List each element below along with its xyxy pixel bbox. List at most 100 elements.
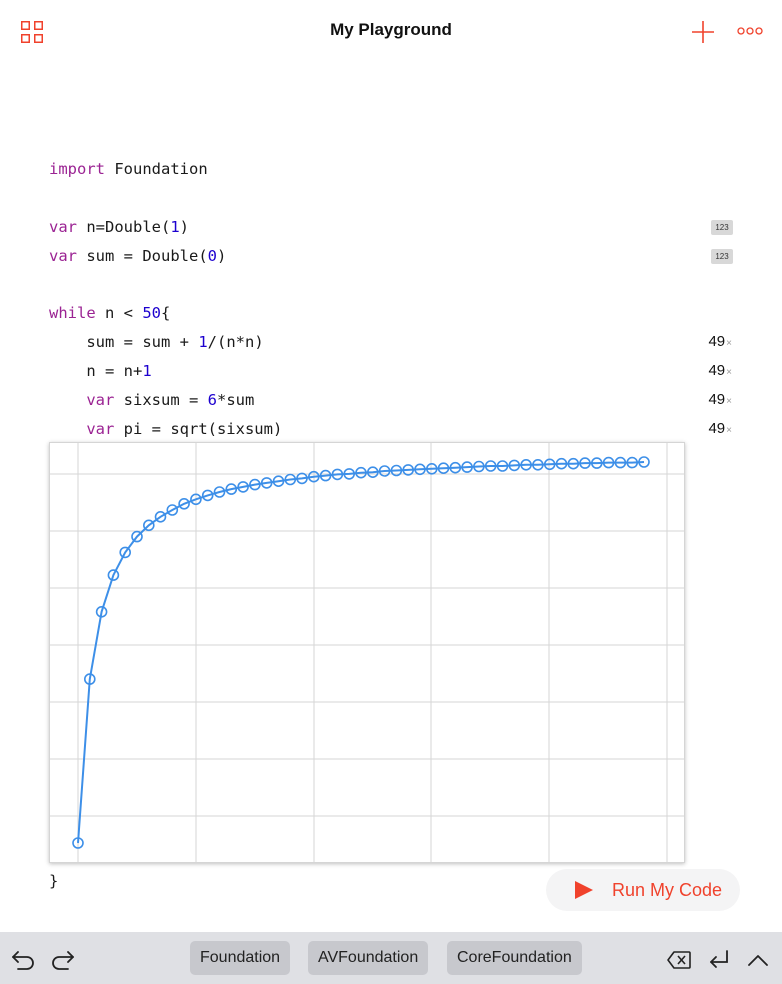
loop-count-value: 49 — [708, 362, 726, 379]
loop-count-value: 49 — [708, 420, 726, 437]
code-token: while — [49, 304, 96, 322]
code-line[interactable]: n = n+1 — [49, 360, 152, 382]
code-line[interactable]: var sum = Double(0) — [49, 245, 226, 267]
data-point — [390, 464, 403, 477]
data-point — [414, 463, 426, 476]
data-point — [484, 460, 497, 472]
code-token: n < — [95, 304, 143, 322]
data-point — [107, 569, 120, 581]
code-token: ) — [179, 218, 190, 236]
data-point — [590, 457, 603, 469]
code-token: n = n+ — [49, 362, 143, 380]
delete-icon[interactable] — [667, 951, 691, 969]
result-chart[interactable] — [49, 442, 685, 863]
code-token: import — [49, 160, 105, 178]
code-token: } — [49, 872, 59, 890]
data-point — [319, 469, 332, 482]
redo-icon[interactable] — [50, 950, 74, 970]
data-point — [331, 468, 344, 481]
loop-count[interactable]: 49× — [690, 360, 732, 382]
loop-count[interactable]: 49× — [690, 389, 732, 411]
code-token: 50 — [142, 304, 162, 322]
navigation-bar: My Playground — [0, 0, 782, 62]
loop-count[interactable]: 49× — [690, 331, 732, 353]
code-token: Foundation — [105, 160, 208, 178]
data-point — [425, 462, 438, 475]
data-point — [555, 457, 568, 470]
data-point — [190, 493, 202, 506]
line-chart — [50, 443, 684, 862]
code-line[interactable]: sum = sum + 1/(n*n) — [49, 331, 263, 353]
code-token: sum = sum + — [49, 333, 199, 351]
times-symbol: × — [726, 367, 732, 378]
data-point — [543, 458, 556, 471]
data-point — [143, 519, 155, 532]
code-line[interactable]: var sixsum = 6*sum — [49, 389, 254, 411]
data-point — [626, 456, 639, 469]
data-point — [366, 466, 379, 479]
code-token: sixsum = — [114, 391, 208, 409]
run-code-label: Run My Code — [612, 879, 723, 900]
code-token — [49, 420, 86, 438]
code-token: { — [161, 304, 171, 322]
data-point — [178, 497, 190, 510]
code-token: var — [49, 218, 77, 236]
chart-grid — [50, 443, 684, 862]
play-icon — [575, 881, 593, 899]
data-point — [567, 457, 580, 470]
data-point — [307, 470, 320, 483]
data-point — [437, 462, 450, 475]
data-point — [249, 478, 261, 491]
return-icon[interactable] — [708, 949, 730, 971]
code-token: ) — [217, 247, 227, 265]
code-token: var — [86, 391, 115, 409]
times-symbol: × — [726, 425, 732, 436]
chart-series — [72, 456, 650, 849]
code-line[interactable]: var pi = sqrt(sixsum) — [49, 418, 282, 440]
data-point — [213, 486, 226, 498]
code-token: var — [49, 247, 77, 265]
keyboard-shortcut-bar: Foundation AVFoundation CoreFoundation — [0, 932, 782, 984]
plus-icon[interactable] — [691, 20, 715, 44]
code-line[interactable]: } — [49, 870, 58, 892]
code-token — [49, 391, 86, 409]
code-token: 6 — [207, 391, 217, 409]
code-token: var — [86, 420, 115, 438]
code-line[interactable]: while n < 50{ — [49, 302, 170, 324]
data-point — [355, 466, 367, 479]
data-point — [496, 460, 509, 472]
result-badge[interactable]: 123 — [711, 249, 733, 264]
code-token: 1 — [170, 218, 180, 236]
loop-count[interactable]: 49× — [690, 418, 732, 440]
suggestion-corefoundation[interactable]: CoreFoundation — [447, 941, 582, 975]
data-point — [602, 456, 615, 469]
more-icon[interactable] — [737, 26, 763, 36]
code-line[interactable]: var n=Double(1) — [49, 216, 189, 238]
data-point — [72, 837, 84, 849]
grid-icon[interactable] — [21, 21, 43, 43]
data-point — [579, 457, 591, 469]
data-point — [237, 481, 249, 493]
chevron-up-icon[interactable] — [747, 953, 769, 967]
times-symbol: × — [726, 338, 732, 349]
data-point — [473, 460, 485, 473]
data-point — [119, 546, 131, 559]
data-point — [296, 472, 308, 485]
loop-count-value: 49 — [708, 333, 726, 350]
code-token: 1 — [142, 362, 152, 380]
data-point — [461, 461, 473, 473]
result-badge[interactable]: 123 — [711, 220, 733, 235]
data-point — [614, 456, 627, 469]
suggestion-avfoundation[interactable]: AVFoundation — [308, 941, 429, 975]
data-point — [260, 477, 273, 489]
data-point — [520, 458, 532, 471]
code-line[interactable]: import Foundation — [49, 158, 208, 180]
undo-icon[interactable] — [12, 950, 36, 970]
run-code-button[interactable]: Run My Code — [546, 869, 740, 911]
suggestion-foundation[interactable]: Foundation — [190, 941, 291, 975]
code-token: 0 — [207, 247, 217, 265]
data-point — [638, 456, 650, 468]
page-title: My Playground — [330, 20, 452, 39]
data-point — [166, 504, 179, 516]
data-point — [532, 458, 544, 471]
